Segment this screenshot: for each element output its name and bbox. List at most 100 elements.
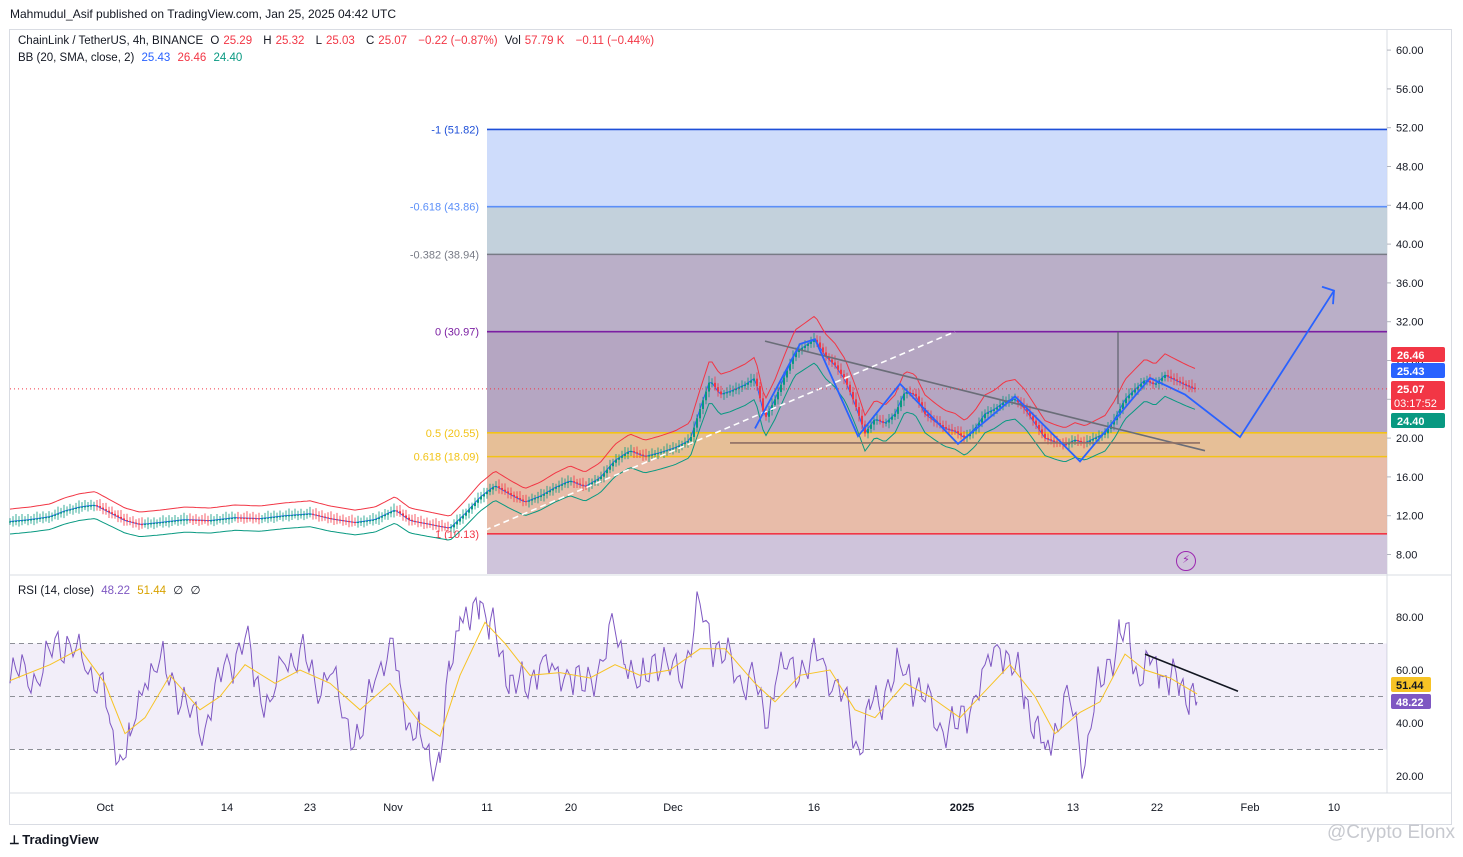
candle-body bbox=[627, 452, 629, 454]
candle-body bbox=[471, 506, 473, 510]
candle-body bbox=[960, 433, 962, 436]
candle-body bbox=[774, 399, 776, 406]
candle-body bbox=[1149, 380, 1151, 383]
candle-body bbox=[210, 520, 212, 522]
candle-body bbox=[405, 515, 407, 518]
candle-body bbox=[768, 410, 770, 417]
candle-body bbox=[174, 520, 176, 522]
rsi-tick-label: 20.00 bbox=[1396, 771, 1424, 783]
candle-body bbox=[132, 521, 134, 523]
time-tick-label: Dec bbox=[663, 802, 683, 814]
tradingview-logo[interactable]: ⟂ TradingView bbox=[10, 832, 99, 848]
rsi-extra-2: ∅ bbox=[190, 585, 201, 597]
candle-body bbox=[378, 517, 380, 520]
candle-body bbox=[1035, 420, 1037, 426]
candle-body bbox=[489, 489, 491, 492]
candle-body bbox=[1044, 433, 1046, 439]
candle-body bbox=[441, 526, 443, 528]
bb-label[interactable]: BB (20, SMA, close, 2) bbox=[18, 52, 135, 64]
candle-body bbox=[834, 362, 836, 366]
candle-body bbox=[708, 382, 710, 392]
candle-body bbox=[171, 521, 173, 523]
candle-body bbox=[66, 510, 68, 512]
candle-body bbox=[1191, 386, 1193, 388]
candle-body bbox=[579, 483, 581, 485]
candle-body bbox=[618, 457, 620, 460]
candle-body bbox=[54, 514, 56, 516]
candle-body bbox=[810, 341, 812, 344]
candle-body bbox=[291, 515, 293, 517]
fib-zone bbox=[487, 206, 1387, 255]
candle-body bbox=[93, 505, 95, 507]
time-tick-label: 20 bbox=[565, 802, 577, 814]
candle-body bbox=[1053, 440, 1055, 442]
candle-body bbox=[384, 514, 386, 517]
candle-body bbox=[195, 519, 197, 521]
candle-body bbox=[615, 459, 617, 463]
candle-body bbox=[555, 487, 557, 489]
candle-body bbox=[1050, 439, 1052, 441]
price-tick-label: 48.00 bbox=[1396, 162, 1424, 174]
rsi-label[interactable]: RSI (14, close) bbox=[18, 585, 95, 597]
price-tag-value: 25.43 bbox=[1397, 366, 1425, 378]
candle-body bbox=[468, 509, 470, 513]
candle-body bbox=[1167, 375, 1169, 377]
price-legend: ChainLink / TetherUS, 4h, BINANCE O 25.29… bbox=[18, 35, 655, 47]
price-tag bbox=[1391, 347, 1445, 362]
candle-body bbox=[525, 501, 527, 503]
projection-arrowhead bbox=[1321, 285, 1335, 305]
candle-body bbox=[795, 352, 797, 358]
candle-body bbox=[1113, 420, 1115, 425]
candle-body bbox=[756, 378, 758, 387]
fib-level-label: -0.618 (43.86) bbox=[410, 202, 479, 214]
candle-body bbox=[369, 520, 371, 522]
candle-body bbox=[1038, 425, 1040, 430]
bb-upper-value: 26.46 bbox=[177, 52, 207, 64]
candle-body bbox=[1089, 440, 1091, 442]
candle-body bbox=[882, 421, 884, 423]
candle-body bbox=[522, 499, 524, 502]
candle-body bbox=[264, 518, 266, 520]
candle-body bbox=[300, 514, 302, 516]
candle-body bbox=[1074, 440, 1076, 442]
candle-body bbox=[351, 521, 353, 523]
candle-body bbox=[282, 515, 284, 517]
symbol-label[interactable]: ChainLink / TetherUS, 4h, BINANCE bbox=[18, 35, 204, 47]
candle-body bbox=[162, 522, 164, 524]
candle-body bbox=[1170, 376, 1172, 378]
candle-body bbox=[69, 509, 71, 511]
candle-body bbox=[402, 513, 404, 516]
countdown-label: 03:17:52 bbox=[1394, 398, 1437, 410]
candle-body bbox=[108, 510, 110, 513]
price-tag-value: 24.40 bbox=[1397, 416, 1425, 428]
candle-body bbox=[393, 510, 395, 512]
lightning-icon[interactable]: ⚡ bbox=[1176, 551, 1196, 571]
candle-body bbox=[438, 525, 440, 527]
candle-body bbox=[996, 407, 998, 410]
candle-body bbox=[1047, 438, 1049, 440]
candle-body bbox=[381, 516, 383, 518]
candle-body bbox=[879, 419, 881, 422]
candle-body bbox=[885, 422, 887, 424]
low-value: 25.03 bbox=[326, 35, 355, 47]
fib-level-label: -1 (51.82) bbox=[431, 124, 479, 136]
candle-body bbox=[120, 516, 122, 519]
price-tick-label: 56.00 bbox=[1396, 84, 1424, 96]
candle-body bbox=[705, 391, 707, 401]
candle-body bbox=[735, 388, 737, 391]
candle-body bbox=[666, 450, 668, 452]
candle-body bbox=[582, 484, 584, 486]
candle-body bbox=[222, 519, 224, 521]
candle-body bbox=[315, 514, 317, 516]
candle-body bbox=[1128, 395, 1130, 399]
candle-body bbox=[12, 521, 14, 523]
candle-body bbox=[249, 518, 251, 520]
open-value: 25.29 bbox=[223, 35, 253, 47]
candle-body bbox=[27, 519, 29, 521]
candle-body bbox=[498, 486, 500, 488]
candle-body bbox=[897, 407, 899, 414]
candle-body bbox=[1041, 429, 1043, 434]
candle-body bbox=[1179, 380, 1181, 383]
candle-body bbox=[723, 393, 725, 395]
